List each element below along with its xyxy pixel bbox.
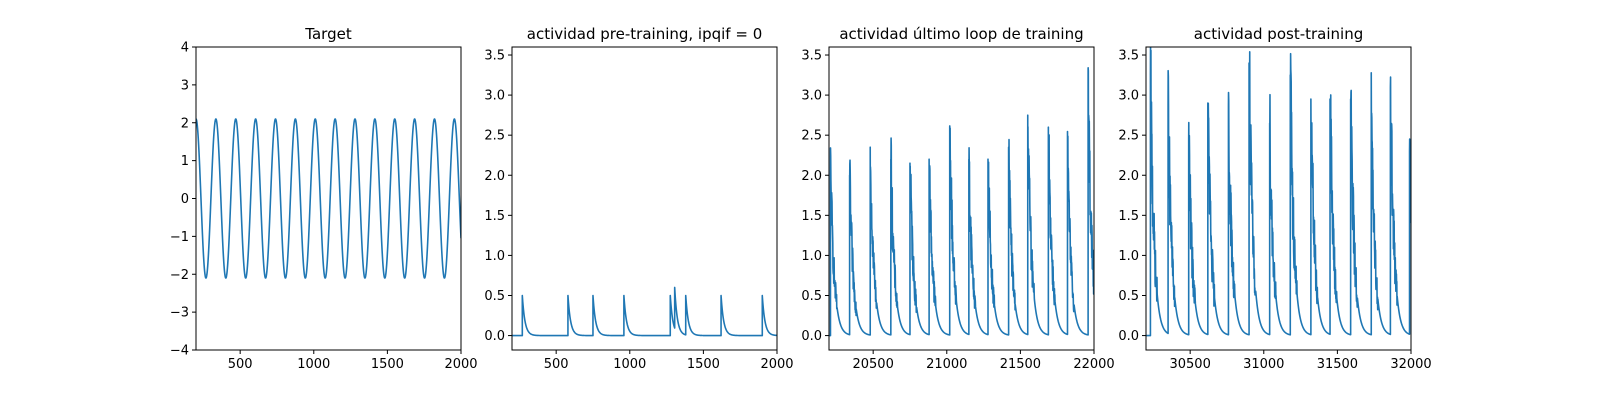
y-tick-label: 4 xyxy=(181,41,189,56)
chart-title: Target xyxy=(304,25,352,43)
y-tick-label: 2.0 xyxy=(801,169,822,184)
y-tick-label: 1.0 xyxy=(484,249,505,264)
y-tick-label: −2 xyxy=(170,268,189,283)
x-tick-label: 20500 xyxy=(852,357,893,372)
y-tick-label: 0.0 xyxy=(484,329,505,344)
y-tick-label: 3.0 xyxy=(801,89,822,104)
axes-frame xyxy=(195,46,462,351)
y-tick-label: 1.0 xyxy=(801,249,822,264)
x-tick-label: 1500 xyxy=(371,357,404,372)
y-tick-label: 2.0 xyxy=(1118,169,1139,184)
x-tick-label: 500 xyxy=(228,357,253,372)
x-tick-label: 1500 xyxy=(687,357,720,372)
y-tick-label: 2.0 xyxy=(484,169,505,184)
y-tick-label: 0.5 xyxy=(1118,289,1139,304)
axes-frame xyxy=(1145,46,1412,351)
y-tick-label: 1.0 xyxy=(1118,249,1139,264)
x-tick-label: 21000 xyxy=(926,357,967,372)
x-tick-label: 21500 xyxy=(1000,357,1041,372)
y-tick-label: 3.0 xyxy=(1118,89,1139,104)
series-line xyxy=(512,286,777,337)
x-tick-label: 31500 xyxy=(1317,357,1358,372)
y-tick-label: 0.0 xyxy=(801,329,822,344)
chart-panel-4: actividad post-training 30500 31000 31500 32… xyxy=(1118,25,1431,372)
y-tick-label: −4 xyxy=(170,344,189,359)
x-tick-label: 1000 xyxy=(613,357,646,372)
y-tick-label: 2.5 xyxy=(484,129,505,144)
y-tick-label: 1.5 xyxy=(801,209,822,224)
chart-title: actividad pre-training, ipqif = 0 xyxy=(527,25,763,43)
x-tick-label: 31000 xyxy=(1243,357,1284,372)
y-tick-label: 1.5 xyxy=(1118,209,1139,224)
chart-title: actividad post-training xyxy=(1194,25,1363,43)
x-tick-label: 2000 xyxy=(444,357,477,372)
series-line xyxy=(1146,47,1411,337)
chart-title: actividad último loop de training xyxy=(839,25,1083,43)
x-tick-label: 32000 xyxy=(1390,357,1431,372)
x-tick-label: 2000 xyxy=(760,357,793,372)
y-tick-label: 0 xyxy=(181,192,189,207)
y-tick-label: 3.5 xyxy=(1118,49,1139,64)
y-tick-label: 1 xyxy=(181,154,189,169)
axes-frame xyxy=(828,46,1095,351)
y-tick-label: 3.5 xyxy=(801,49,822,64)
y-tick-label: 0.0 xyxy=(1118,329,1139,344)
axes-frame xyxy=(511,46,778,351)
x-tick-label: 500 xyxy=(544,357,569,372)
y-tick-label: 3.5 xyxy=(484,49,505,64)
x-tick-label: 1000 xyxy=(297,357,330,372)
y-tick-label: 0.5 xyxy=(801,289,822,304)
y-tick-label: 1.5 xyxy=(484,209,505,224)
y-tick-label: −3 xyxy=(170,306,189,321)
y-tick-label: 0.5 xyxy=(484,289,505,304)
y-tick-label: −1 xyxy=(170,230,189,245)
series-line xyxy=(829,67,1094,337)
series-line xyxy=(196,118,461,279)
y-tick-label: 3.0 xyxy=(484,89,505,104)
x-tick-label: 30500 xyxy=(1169,357,1210,372)
chart-panel-1: Target 500 1000 1500 2000 −4 −3 −2 −1 0 1 2 3 4 xyxy=(170,25,478,372)
y-tick-label: 2.5 xyxy=(801,129,822,144)
y-tick-label: 3 xyxy=(181,78,189,93)
y-tick-label: 2.5 xyxy=(1118,129,1139,144)
x-tick-label: 22000 xyxy=(1073,357,1114,372)
y-tick-label: 2 xyxy=(181,116,189,131)
chart-panel-2: actividad pre-training, ipqif = 0 500 1000… xyxy=(484,25,793,372)
chart-panel-3: actividad último loop de training 20500 21… xyxy=(801,25,1114,372)
